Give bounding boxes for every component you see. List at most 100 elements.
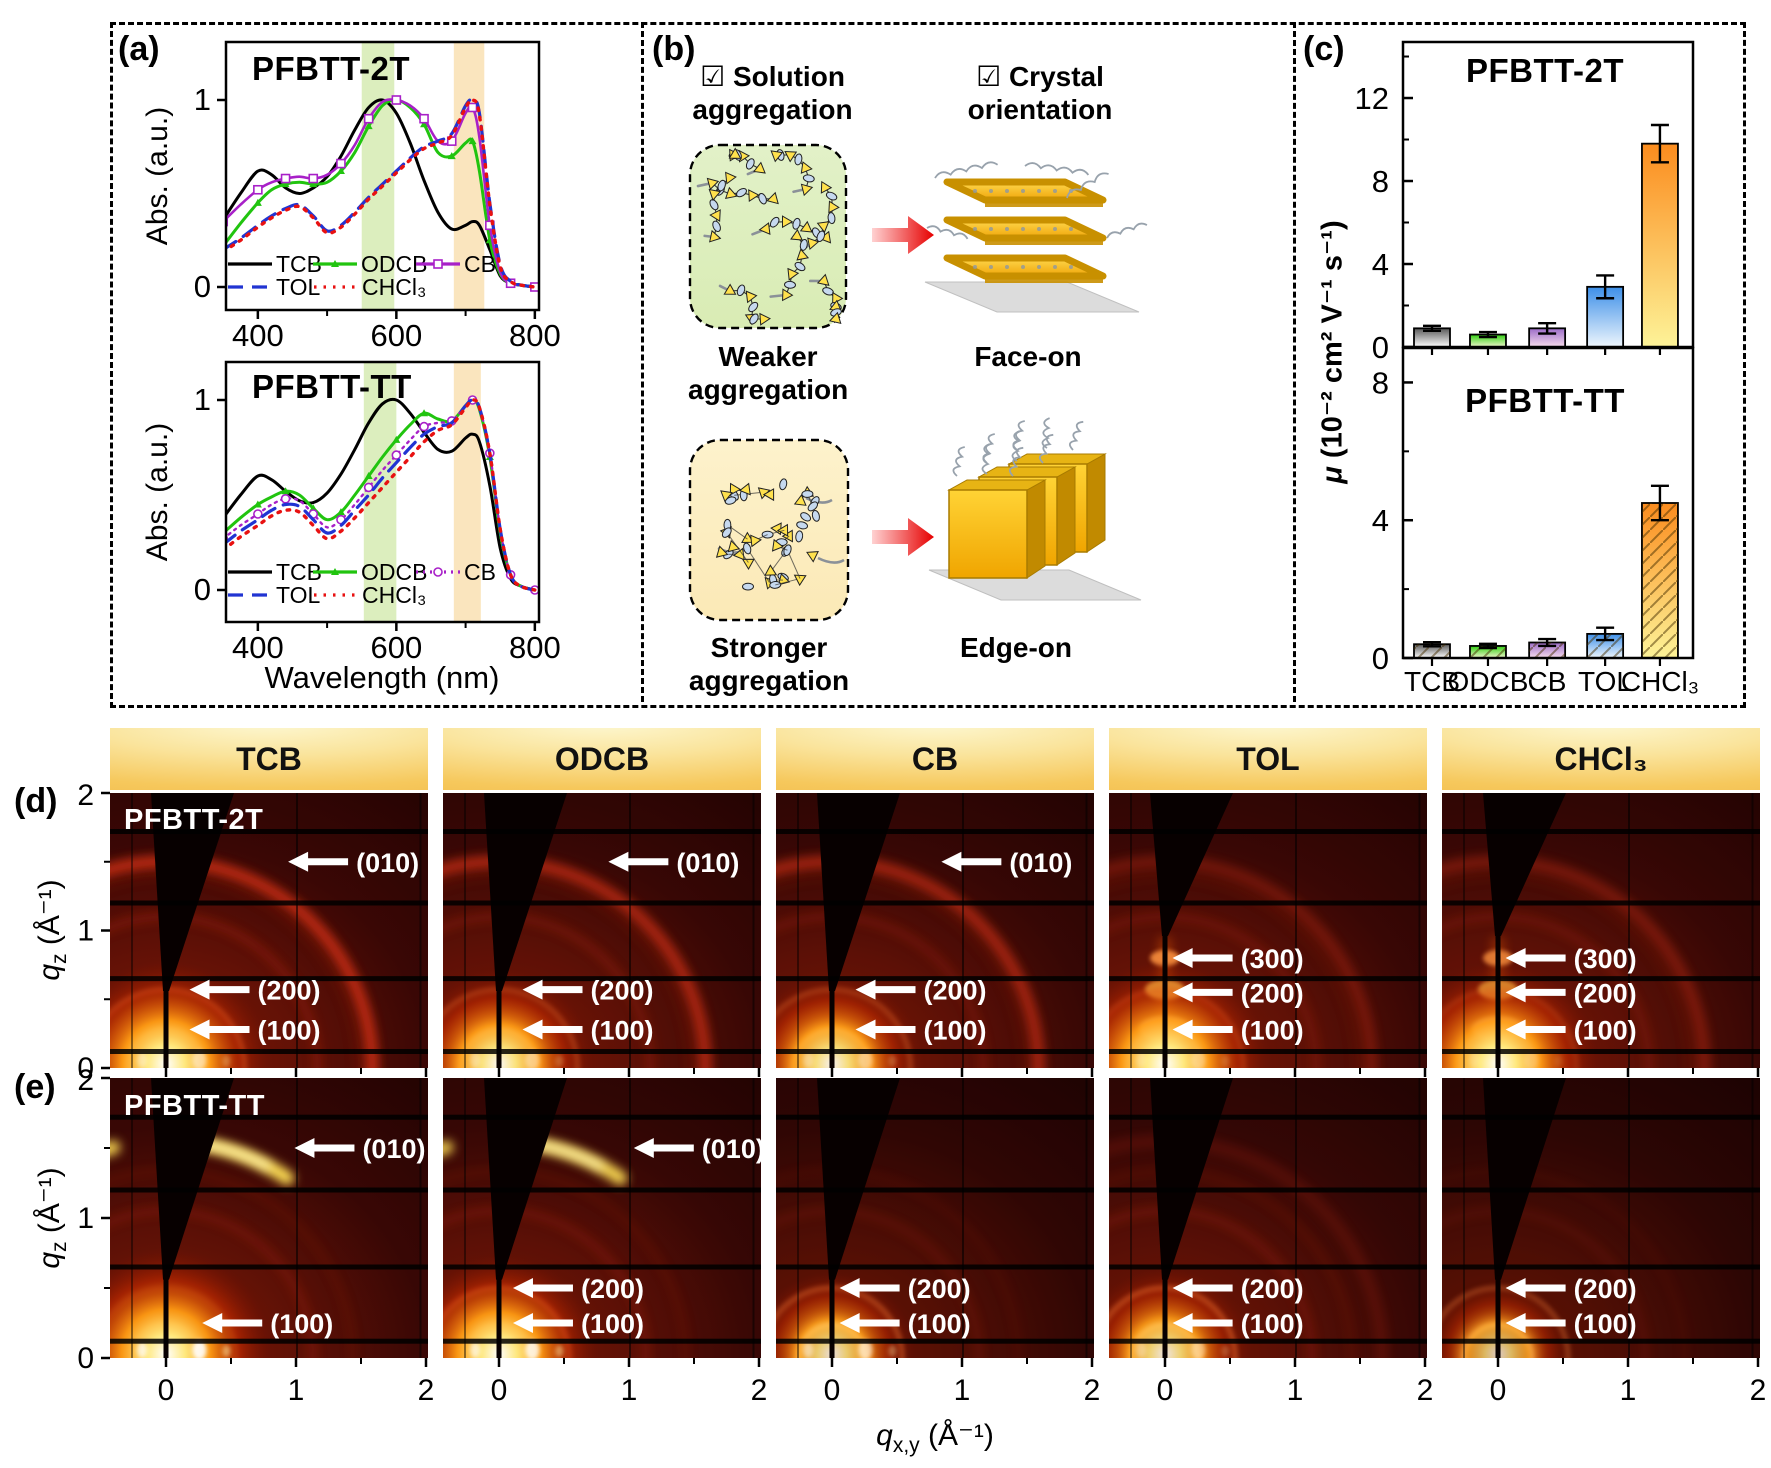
solution-title-line1: ☑ Solution [700,61,845,92]
edge-on-caption: Edge-on [960,632,1072,663]
svg-text:(010): (010) [1009,848,1072,878]
giwaxs-d-tol: (300) (200) (100) [1109,793,1427,1077]
solution-aggregation-title: ☑ Solution aggregation [690,60,855,126]
strong-aggregation-caption: Stronger aggregation [688,631,850,697]
svg-text:1: 1 [1287,1374,1304,1407]
svg-text:12: 12 [1355,81,1389,116]
bars-title-2t: PFBTT-2T [1466,52,1624,89]
top-section-border [110,22,1746,708]
panel-a-label: (a) [118,30,160,68]
svg-text:(100): (100) [270,1309,333,1339]
sample-label-row-d: PFBTT-2T [124,804,264,836]
face-on-caption: Face-on [974,341,1082,372]
svg-text:(300): (300) [1574,944,1637,974]
bar-category-chcl3: CHCl₃ [1620,666,1700,697]
solvent-header-tcb: TCB [110,728,428,790]
svg-text:0: 0 [1372,641,1389,676]
svg-text:8: 8 [1372,164,1389,199]
panel-e-label: (e) [14,1068,56,1106]
svg-text:TOL: TOL [276,274,321,300]
svg-text:CHCl₃: CHCl₃ [362,582,426,608]
svg-text:2: 2 [77,779,94,812]
giwaxs-e-chcl3: (200) (100) 0 1 2 [1442,1078,1766,1407]
crystal-title-line1: ☑ Crystal [976,61,1104,92]
giwaxs-e-tol: (200) (100) 0 1 2 [1109,1078,1433,1407]
bar-category-odcb: ODCB [1447,666,1529,697]
crystal-orientation-title: ☑ Crystal orientation [950,60,1130,126]
svg-text:(200): (200) [591,976,654,1006]
giwaxs-e-odcb: (010) (200) (100) 0 1 2 [443,1078,767,1407]
svg-text:4: 4 [1372,503,1389,538]
svg-text:(100): (100) [1574,1016,1637,1046]
spectra-title-tt: PFBTT-TT [252,368,412,405]
svg-text:1: 1 [77,1202,94,1235]
svg-text:2: 2 [1084,1374,1101,1407]
divider-b-c [1293,22,1296,702]
crystal-title-line2: orientation [967,94,1113,125]
strong-caption-line2: aggregation [688,665,850,696]
svg-text:(200): (200) [581,1274,644,1304]
svg-text:(200): (200) [924,976,987,1006]
svg-text:(300): (300) [1241,944,1304,974]
svg-text:(100): (100) [1241,1309,1304,1339]
divider-a-b [641,22,644,702]
bar-category-cb: CB [1527,666,1567,697]
svg-text:(100): (100) [908,1309,971,1339]
svg-text:TOL: TOL [276,582,321,608]
giwaxs-d-cb: (010) (200) (100) [776,793,1094,1077]
panel-c-label: (c) [1303,30,1345,68]
svg-text:0: 0 [194,269,211,304]
panel-b-label: (b) [652,30,696,68]
svg-text:(010): (010) [362,1134,425,1164]
svg-text:800: 800 [509,630,561,665]
svg-text:(200): (200) [1574,1274,1637,1304]
wavelength-axis-label: Wavelength (nm) [264,660,500,695]
svg-text:CB: CB [464,559,496,585]
weak-caption-line1: Weaker [718,341,818,372]
svg-text:(200): (200) [1241,978,1304,1008]
svg-text:(100): (100) [924,1016,987,1046]
svg-text:0: 0 [194,572,211,607]
svg-text:400: 400 [232,630,284,665]
solvent-header-tol: TOL [1109,728,1427,790]
qz-axis-label-e: qz (Å⁻¹) [33,1167,71,1269]
mu-symbol: μ [1316,466,1349,484]
svg-text:2: 2 [418,1374,435,1407]
svg-text:(200): (200) [908,1274,971,1304]
strong-aggregation-illustration [688,438,850,622]
svg-text:400: 400 [232,318,284,353]
arrow-right-icon [872,216,934,254]
giwaxs-d-tcb: (010) (200) (100) 0 1 2 [77,779,428,1085]
bar-category-tcb: TCB [1404,666,1460,697]
solution-title-line2: aggregation [692,94,853,125]
svg-text:1: 1 [288,1374,305,1407]
svg-text:0: 0 [77,1342,94,1375]
mobility-axis-label: μ (10⁻² cm² V⁻¹ s⁻¹) [1315,220,1350,483]
svg-text:(100): (100) [258,1016,321,1046]
svg-text:(200): (200) [258,976,321,1006]
svg-text:0: 0 [1490,1374,1507,1407]
svg-text:0: 0 [1157,1374,1174,1407]
abs-axis-label-top: Abs. (a.u.) [141,106,174,246]
mu-units: (10⁻² cm² V⁻¹ s⁻¹) [1316,220,1349,467]
qz-axis-label-d: qz (Å⁻¹) [33,879,71,981]
svg-text:(100): (100) [591,1016,654,1046]
svg-text:1: 1 [1620,1374,1637,1407]
svg-text:1: 1 [77,915,94,948]
giwaxs-d-chcl3: (300) (200) (100) [1442,793,1760,1077]
strong-caption-line1: Stronger [710,632,828,663]
edge-on-stack-illustration [928,417,1142,601]
svg-text:2: 2 [751,1374,768,1407]
arrow-right-icon [872,518,934,556]
svg-text:CHCl₃: CHCl₃ [362,274,426,300]
weak-caption-line2: aggregation [688,374,849,405]
mobility-bar-charts: 0 4 8 12 0 4 8 [1355,40,1695,676]
bars-title-tt: PFBTT-TT [1465,382,1625,419]
svg-text:1: 1 [621,1374,638,1407]
svg-text:(200): (200) [1574,978,1637,1008]
svg-text:1: 1 [954,1374,971,1407]
svg-text:1: 1 [194,82,211,117]
svg-text:0: 0 [77,1052,94,1085]
